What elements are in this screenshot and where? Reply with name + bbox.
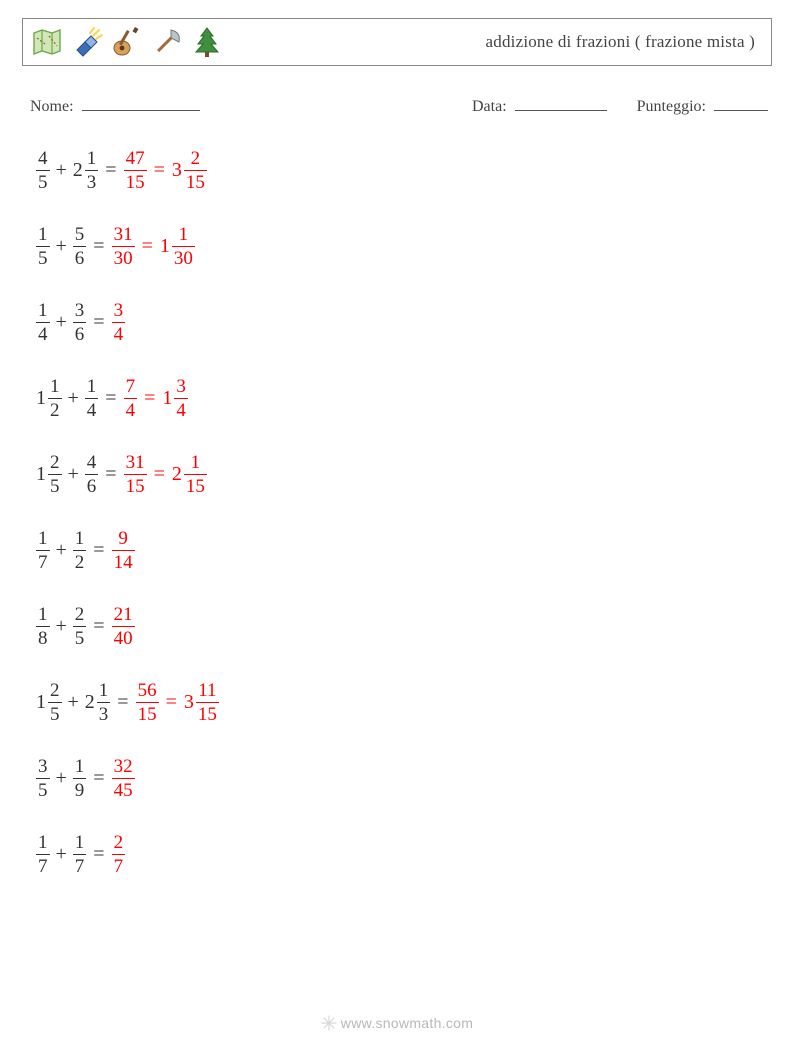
problem-row: 125+213=5615=31115 (36, 678, 772, 728)
plus-op: + (56, 311, 67, 334)
worksheet-header: addizione di frazioni ( frazione mista ) (22, 18, 772, 66)
answer: 4715=3215 (124, 149, 207, 192)
equals-op: = (93, 767, 104, 790)
date-blank (515, 94, 607, 111)
header-icons (29, 24, 225, 60)
equals-op: = (93, 615, 104, 638)
equals-op: = (117, 691, 128, 714)
answer: 3130=1130 (112, 225, 195, 268)
problem-row: 45+213=4715=3215 (36, 146, 772, 196)
date-label: Data: (472, 98, 507, 115)
plus-op: + (56, 235, 67, 258)
answer: 914 (112, 529, 135, 572)
problem-row: 112+14=74=134 (36, 374, 772, 424)
date-field: Data: (472, 94, 607, 116)
problem-row: 17+17=27 (36, 830, 772, 880)
plus-op: + (68, 691, 79, 714)
answer: 34 (112, 301, 126, 344)
problem-row: 15+56=3130=1130 (36, 222, 772, 272)
answer: 3245 (112, 757, 135, 800)
equals-op: = (105, 387, 116, 410)
score-blank (714, 94, 768, 111)
answer: 5615=31115 (136, 681, 219, 724)
problem-row: 14+36=34 (36, 298, 772, 348)
problem-row: 125+46=3115=2115 (36, 450, 772, 500)
problem-row: 17+12=914 (36, 526, 772, 576)
answer: 74=134 (124, 377, 188, 420)
score-label: Punteggio: (637, 98, 706, 115)
name-label: Nome: (30, 98, 74, 115)
equals-op: = (93, 843, 104, 866)
plus-op: + (68, 463, 79, 486)
snowflake-icon (321, 1015, 337, 1031)
plus-op: + (56, 843, 67, 866)
plus-op: + (68, 387, 79, 410)
name-field: Nome: (30, 94, 200, 116)
plus-op: + (56, 615, 67, 638)
problem-row: 18+25=2140 (36, 602, 772, 652)
answer: 3115=2115 (124, 453, 207, 496)
equals-op: = (105, 463, 116, 486)
pine-tree-icon (189, 24, 225, 60)
axe-icon (149, 24, 185, 60)
score-field: Punteggio: (637, 94, 768, 116)
problem-list: 45+213=4715=321515+56=3130=113014+36=341… (22, 146, 772, 880)
name-blank (82, 94, 200, 111)
footer-text: www.snowmath.com (341, 1015, 473, 1031)
footer: www.snowmath.com (0, 1015, 794, 1031)
plus-op: + (56, 767, 67, 790)
worksheet-title: addizione di frazioni ( frazione mista ) (486, 32, 762, 52)
answer: 2140 (112, 605, 135, 648)
plus-op: + (56, 159, 67, 182)
guitar-icon (109, 24, 145, 60)
equals-op: = (93, 539, 104, 562)
map-icon (29, 24, 65, 60)
equals-op: = (105, 159, 116, 182)
equals-op: = (93, 235, 104, 258)
plus-op: + (56, 539, 67, 562)
problem-row: 35+19=3245 (36, 754, 772, 804)
answer: 27 (112, 833, 126, 876)
equals-op: = (93, 311, 104, 334)
meta-row: Nome: Data: Punteggio: (22, 94, 772, 116)
flashlight-icon (69, 24, 105, 60)
